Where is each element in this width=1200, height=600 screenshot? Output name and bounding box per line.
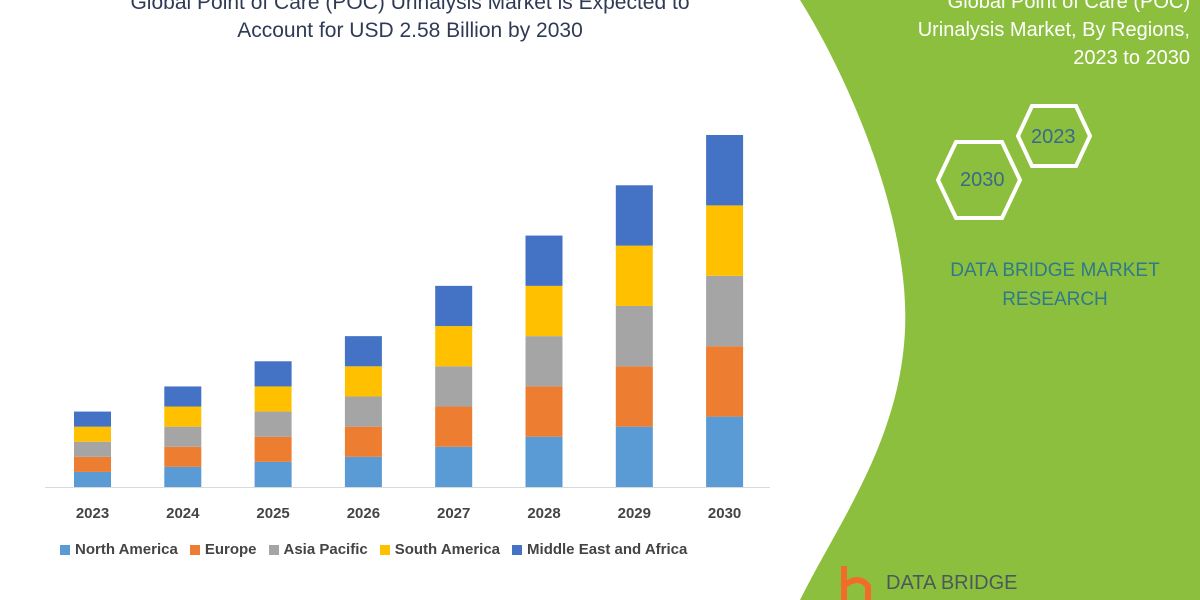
legend-swatch (512, 544, 523, 555)
bar-segment-2026-south-america (344, 366, 382, 397)
legend-swatch (268, 544, 279, 555)
legend-label: Middle East and Africa (527, 541, 688, 558)
bar-segment-2028-middle-east-and-africa (525, 235, 563, 286)
bar-segment-2026-middle-east-and-africa (344, 336, 382, 367)
brand-line-2: RESEARCH (1002, 289, 1108, 310)
legend-item: South America (379, 541, 501, 558)
bar-segment-2029-asia-pacific (615, 305, 653, 367)
bar-segment-2027-south-america (435, 326, 473, 367)
bar-segment-2030-south-america (706, 205, 744, 276)
hexagon-2023-icon (1015, 104, 1093, 168)
x-tick-label: 2024 (166, 505, 200, 522)
bar-segment-2028-south-america (525, 285, 563, 337)
bar-segment-2027-europe (435, 406, 473, 447)
bar-segment-2028-north-america (525, 436, 563, 487)
bar-segment-2023-europe (74, 456, 111, 472)
brand-name: DATA BRIDGE MARKET RESEARCH (920, 256, 1190, 314)
bar-segment-2027-asia-pacific (435, 366, 473, 407)
bar-segment-2023-north-america (74, 471, 111, 487)
side-panel-title: Global Point of Care (POC) Urinalysis Ma… (830, 0, 1190, 72)
legend-label: Asia Pacific (283, 541, 368, 558)
legend-label: North America (75, 541, 178, 558)
bar-segment-2024-asia-pacific (164, 426, 202, 447)
x-tick-label: 2030 (708, 505, 741, 522)
x-tick-label: 2029 (618, 505, 651, 522)
legend-item: North America (60, 541, 178, 558)
logo: DATA BRIDGE (838, 566, 1018, 600)
bar-segment-2027-north-america (435, 446, 473, 487)
x-tick-label: 2028 (527, 505, 560, 522)
bar-segment-2030-middle-east-and-africa (706, 135, 744, 206)
chart-legend: North America Europe Asia Pacific South Ame… (60, 541, 687, 558)
bar-segment-2028-asia-pacific (525, 336, 563, 387)
chart-title-line-2: Account for USD 2.58 Billion by 2030 (237, 19, 583, 42)
bar-segment-2023-south-america (74, 426, 111, 442)
brand-line-1: DATA BRIDGE MARKET (950, 260, 1160, 281)
legend-swatch (60, 544, 70, 555)
legend-label: Europe (204, 541, 257, 558)
hex-label-2030: 2030 (960, 169, 1005, 191)
legend-swatch (189, 544, 200, 555)
side-title-line-2: Urinalysis Market, By Regions, (917, 19, 1190, 41)
legend-swatch (379, 544, 390, 555)
side-title-line-3: 2023 to 2030 (1073, 47, 1190, 69)
bar-segment-2026-north-america (344, 456, 382, 487)
logo-text: DATA BRIDGE (886, 571, 1018, 594)
bar-segment-2027-middle-east-and-africa (435, 285, 473, 327)
side-title-line-1: Global Point of Care (POC) (947, 0, 1190, 13)
bar-segment-2029-europe (615, 366, 653, 427)
bar-segment-2030-asia-pacific (706, 275, 744, 347)
bar-segment-2030-north-america (706, 416, 744, 487)
bar-segment-2024-middle-east-and-africa (164, 386, 202, 407)
bar-segment-2024-europe (164, 446, 202, 467)
bar-segment-2025-asia-pacific (254, 411, 292, 437)
x-tick-label: 2025 (256, 505, 289, 522)
bar-segment-2024-north-america (164, 466, 202, 487)
x-tick-label: 2023 (76, 505, 109, 522)
bar-segment-2029-south-america (615, 245, 653, 306)
bar-segment-2025-north-america (254, 461, 292, 487)
legend-item: Europe (189, 541, 257, 558)
bar-segment-2023-middle-east-and-africa (74, 411, 111, 427)
bar-segment-2024-south-america (164, 406, 202, 427)
bar-segment-2026-asia-pacific (344, 396, 382, 427)
bar-segment-2030-europe (706, 346, 744, 417)
hex-label-2023: 2023 (1031, 126, 1076, 148)
x-tick-label: 2027 (437, 505, 470, 522)
chart-title-line-1: Global Point of Care (POC) Urinalysis Ma… (130, 0, 690, 14)
bar-segment-2028-europe (525, 386, 563, 437)
hexagon-icons (935, 104, 1093, 220)
bar-segment-2023-asia-pacific (74, 441, 111, 457)
legend-item: Asia Pacific (268, 541, 368, 558)
bar-segment-2025-south-america (254, 386, 292, 412)
green-side-panel (800, 0, 1200, 600)
x-tick-label: 2026 (347, 505, 380, 522)
bar-segment-2025-europe (254, 436, 292, 462)
legend-item: Middle East and Africa (512, 541, 687, 558)
chart-title: Global Point of Care (POC) Urinalysis Ma… (30, 0, 790, 45)
logo-b-icon (841, 566, 871, 600)
bar-segment-2029-north-america (615, 426, 653, 487)
chart-plot: 2023 2024 2025 2026 2027 2028 2029 2030 (45, 135, 770, 522)
bar-segment-2026-europe (344, 426, 382, 457)
bar-segment-2029-middle-east-and-africa (615, 185, 653, 246)
bar-segment-2025-middle-east-and-africa (254, 361, 292, 387)
hexagon-2030-icon (935, 140, 1023, 220)
legend-label: South America (394, 541, 501, 558)
